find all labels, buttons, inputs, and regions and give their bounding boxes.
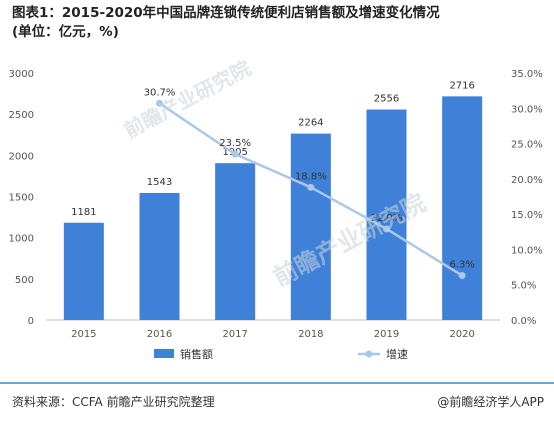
- y-right-tick-label: 5.0%: [511, 281, 536, 292]
- growth-point: [383, 225, 390, 233]
- growth-value-label: 12.9%: [371, 213, 403, 224]
- growth-point: [458, 272, 466, 280]
- y-left-tick-label: 2000: [9, 151, 34, 162]
- y-right-tick-label: 15.0%: [511, 210, 543, 221]
- x-tick-label: 2019: [374, 329, 399, 340]
- bar-value-label: 1543: [147, 177, 172, 188]
- y-right-tick-label: 20.0%: [511, 175, 543, 186]
- bar: [366, 109, 407, 320]
- footer: 资料来源：CCFA 前瞻产业研究院整理 @前瞻经济学人APP: [0, 382, 554, 421]
- growth-point: [156, 99, 163, 107]
- y-left-tick-label: 1500: [9, 193, 34, 204]
- subtitle-text: (单位：亿元，%): [12, 24, 119, 40]
- y-left-tick-label: 1000: [9, 234, 34, 245]
- y-left-tick-label: 3000: [9, 69, 34, 80]
- bar: [63, 222, 104, 320]
- y-right-tick-label: 0.0%: [511, 316, 536, 327]
- x-tick-label: 2017: [222, 329, 247, 340]
- growth-value-label: 18.8%: [295, 171, 327, 182]
- title-text: 图表1：2015-2020年中国品牌连锁传统便利店销售额及增速变化情况: [12, 5, 440, 21]
- bar-value-label: 1181: [71, 207, 96, 218]
- growth-point: [231, 150, 239, 158]
- y-left-tick-label: 500: [15, 275, 34, 286]
- y-right-tick-label: 30.0%: [511, 104, 543, 115]
- bar: [442, 96, 483, 321]
- x-tick-label: 2018: [298, 329, 323, 340]
- source-note: 资料来源：CCFA 前瞻产业研究院整理: [12, 395, 215, 409]
- bar: [215, 163, 256, 320]
- y-left-tick-label: 2500: [9, 110, 34, 121]
- legend-swatch-bar: [154, 349, 174, 358]
- y-right-tick-label: 25.0%: [511, 140, 543, 151]
- bar-value-label: 2716: [449, 80, 474, 91]
- growth-value-label: 6.3%: [449, 260, 474, 271]
- legend-label-bar: 销售额: [180, 347, 213, 361]
- bar: [290, 133, 331, 320]
- chart-title: 图表1：2015-2020年中国品牌连锁传统便利店销售额及增速变化情况 (单位：…: [12, 4, 542, 42]
- bar-value-label: 2556: [374, 94, 399, 105]
- y-left-tick-label: 0: [28, 316, 34, 327]
- growth-value-label: 30.7%: [144, 87, 176, 98]
- legend-marker-line: [365, 350, 373, 358]
- bar: [139, 192, 180, 320]
- combo-chart: 0 500 1000 1500 2000 2500 3000 0.0% 5.0% 10.0% 15.…: [9, 69, 543, 361]
- y-right-tick-label: 35.0%: [511, 69, 543, 80]
- growth-point: [307, 183, 315, 191]
- bar-value-label: 2264: [298, 118, 323, 129]
- x-tick-label: 2016: [147, 329, 172, 340]
- credit-note: @前瞻经济学人APP: [437, 395, 544, 409]
- x-tick-label: 2020: [449, 329, 474, 340]
- legend-label-line: 增速: [386, 347, 408, 361]
- y-right-tick-label: 10.0%: [511, 245, 543, 256]
- x-tick-label: 2015: [71, 329, 96, 340]
- growth-value-label: 23.5%: [219, 138, 251, 149]
